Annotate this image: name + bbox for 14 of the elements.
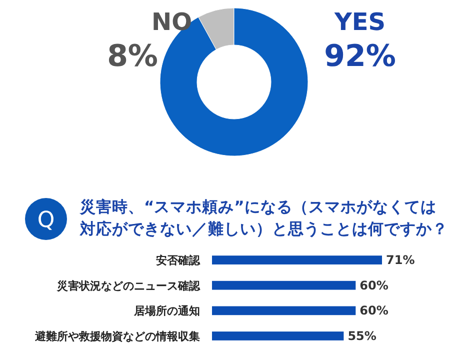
- data-label: 60%: [360, 278, 388, 292]
- data-label: 55%: [348, 328, 376, 343]
- y-tick-label: 居場所の通知: [133, 304, 200, 318]
- slice-label: YES: [333, 8, 386, 36]
- slice-label: NO: [152, 8, 192, 36]
- data-label: 8%: [107, 39, 158, 74]
- y-tick-label: 安否確認: [156, 254, 201, 268]
- chart-title: 災害時、“スマホ頼み”になる（スマホがなくては対応ができない／難しい）と思うことは何ですか？: [79, 197, 448, 238]
- y-tick-label: 避難所や救援物資などの情報収集: [34, 330, 200, 343]
- y-tick-label: 災害状況などのニュース確認: [56, 279, 201, 292]
- data-label: 71%: [386, 253, 415, 268]
- data-label: 60%: [360, 304, 388, 318]
- question-badge-icon: Q: [25, 198, 67, 240]
- data-label: 92%: [324, 39, 396, 74]
